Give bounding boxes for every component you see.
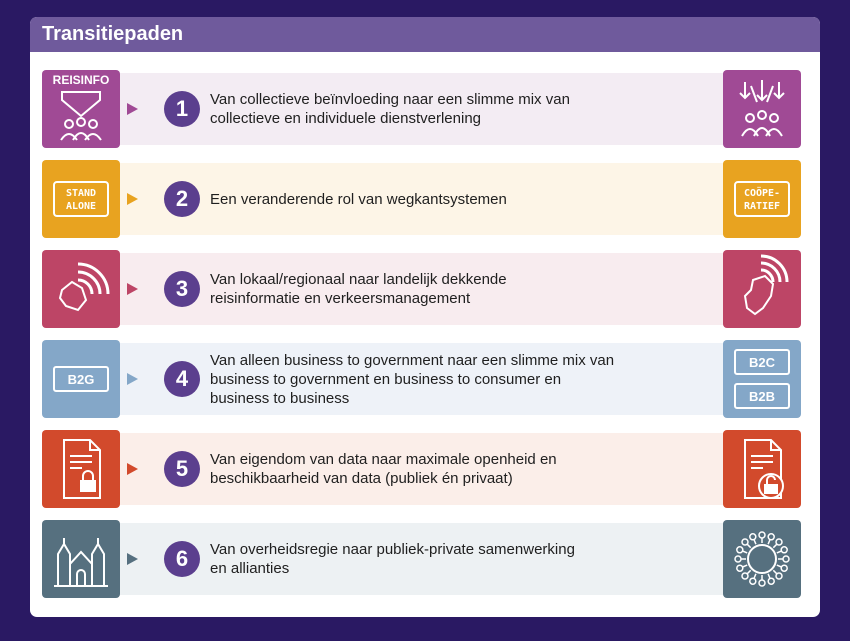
stand-alone-label: STAND — [66, 188, 96, 199]
alliance-figure — [782, 555, 790, 563]
transition-row-1: REISINFO 1 Van collectieve beïnvloeding … — [42, 70, 801, 148]
step-text: Van overheidsregie naar publiek-private … — [210, 541, 575, 577]
transition-row-5: 5 Van eigendom van data naar maximale op… — [42, 430, 801, 508]
svg-text:RATIEF: RATIEF — [744, 201, 780, 212]
alliance-figure — [758, 579, 766, 587]
step-number: 5 — [164, 451, 200, 487]
alliance-link — [772, 569, 778, 575]
alliance-figure — [736, 564, 744, 572]
alliance-figure — [758, 531, 766, 539]
arrow-icon — [127, 553, 138, 565]
b2c-label: B2C — [749, 355, 776, 370]
alliance-link — [767, 573, 771, 579]
alliance-figure — [767, 577, 775, 585]
arrow-icon — [127, 103, 138, 115]
b2b-label: B2B — [749, 389, 775, 404]
arrow-icon — [127, 193, 138, 205]
reisinfo-label: REISINFO — [53, 73, 110, 87]
step-number: 4 — [164, 361, 200, 397]
government-building-icon — [42, 520, 120, 598]
transition-row-3: 3 Van lokaal/regionaal naar landelijk de… — [42, 250, 801, 328]
stand-alone-sign-icon: STAND ALONE — [42, 160, 120, 238]
b2g-label: B2G — [68, 372, 95, 387]
alliance-link — [746, 543, 752, 549]
document-lock-icon — [42, 430, 120, 508]
arrow-icon — [127, 283, 138, 295]
arrow-icon — [127, 373, 138, 385]
alliance-circle-icon — [723, 520, 801, 598]
document-unlock-icon — [723, 430, 801, 508]
alliance-figure — [780, 546, 788, 554]
alliance-link — [767, 539, 771, 545]
crowd-multi-arrow-icon — [723, 70, 801, 148]
alliance-figure — [741, 538, 749, 546]
crowd-down-arrow-icon: REISINFO — [42, 70, 120, 148]
alliance-figure — [767, 533, 775, 541]
transition-row-2: STAND ALONE 2 Een veranderende rol van w… — [42, 160, 801, 238]
transition-row-4: B2G 4 Van alleen business to government … — [42, 340, 801, 418]
step-number: 6 — [164, 541, 200, 577]
step-number: 3 — [164, 271, 200, 307]
alliance-figure — [749, 533, 757, 541]
alliance-figure — [775, 538, 783, 546]
alliance-link — [742, 564, 748, 568]
step-text: Van eigendom van data naar maximale open… — [210, 451, 557, 487]
national-signal-icon — [723, 250, 801, 328]
alliance-figure — [734, 555, 742, 563]
step-text: Van lokaal/regionaal naar landelijk dekk… — [210, 271, 507, 307]
transition-row-6: 6 Van overheidsregie naar publiek-privat… — [42, 520, 801, 598]
arrow-icon — [127, 463, 138, 475]
svg-text:ALONE: ALONE — [66, 201, 96, 212]
alliance-link — [772, 543, 778, 549]
cooperatief-sign-icon: COÖPE- RATIEF — [723, 160, 801, 238]
step-number: 1 — [164, 91, 200, 127]
transitiepaden-panel: Transitiepaden REISINFO 1 Van collectiev… — [30, 17, 820, 617]
alliance-link — [776, 564, 782, 568]
alliance-link — [746, 569, 752, 575]
alliance-figure — [741, 572, 749, 580]
alliance-link — [753, 539, 757, 545]
panel-title: Transitiepaden — [30, 17, 820, 52]
step-text: Een veranderende rol van wegkantsystemen — [210, 190, 507, 208]
b2c-b2b-badge-icon: B2C B2B — [723, 340, 801, 418]
alliance-figure — [775, 572, 783, 580]
b2g-badge-icon: B2G — [42, 340, 120, 418]
alliance-link — [742, 550, 748, 554]
region-signal-icon — [42, 250, 120, 328]
step-number: 2 — [164, 181, 200, 217]
alliance-link — [776, 550, 782, 554]
alliance-figure — [749, 577, 757, 585]
alliance-figure — [736, 546, 744, 554]
alliance-figure — [780, 564, 788, 572]
step-text: Van alleen business to government naar e… — [210, 351, 615, 407]
cooperatief-label: COÖPE- — [744, 185, 780, 199]
alliance-link — [753, 573, 757, 579]
step-text: Van collectieve beïnvloeding naar een sl… — [210, 91, 570, 127]
